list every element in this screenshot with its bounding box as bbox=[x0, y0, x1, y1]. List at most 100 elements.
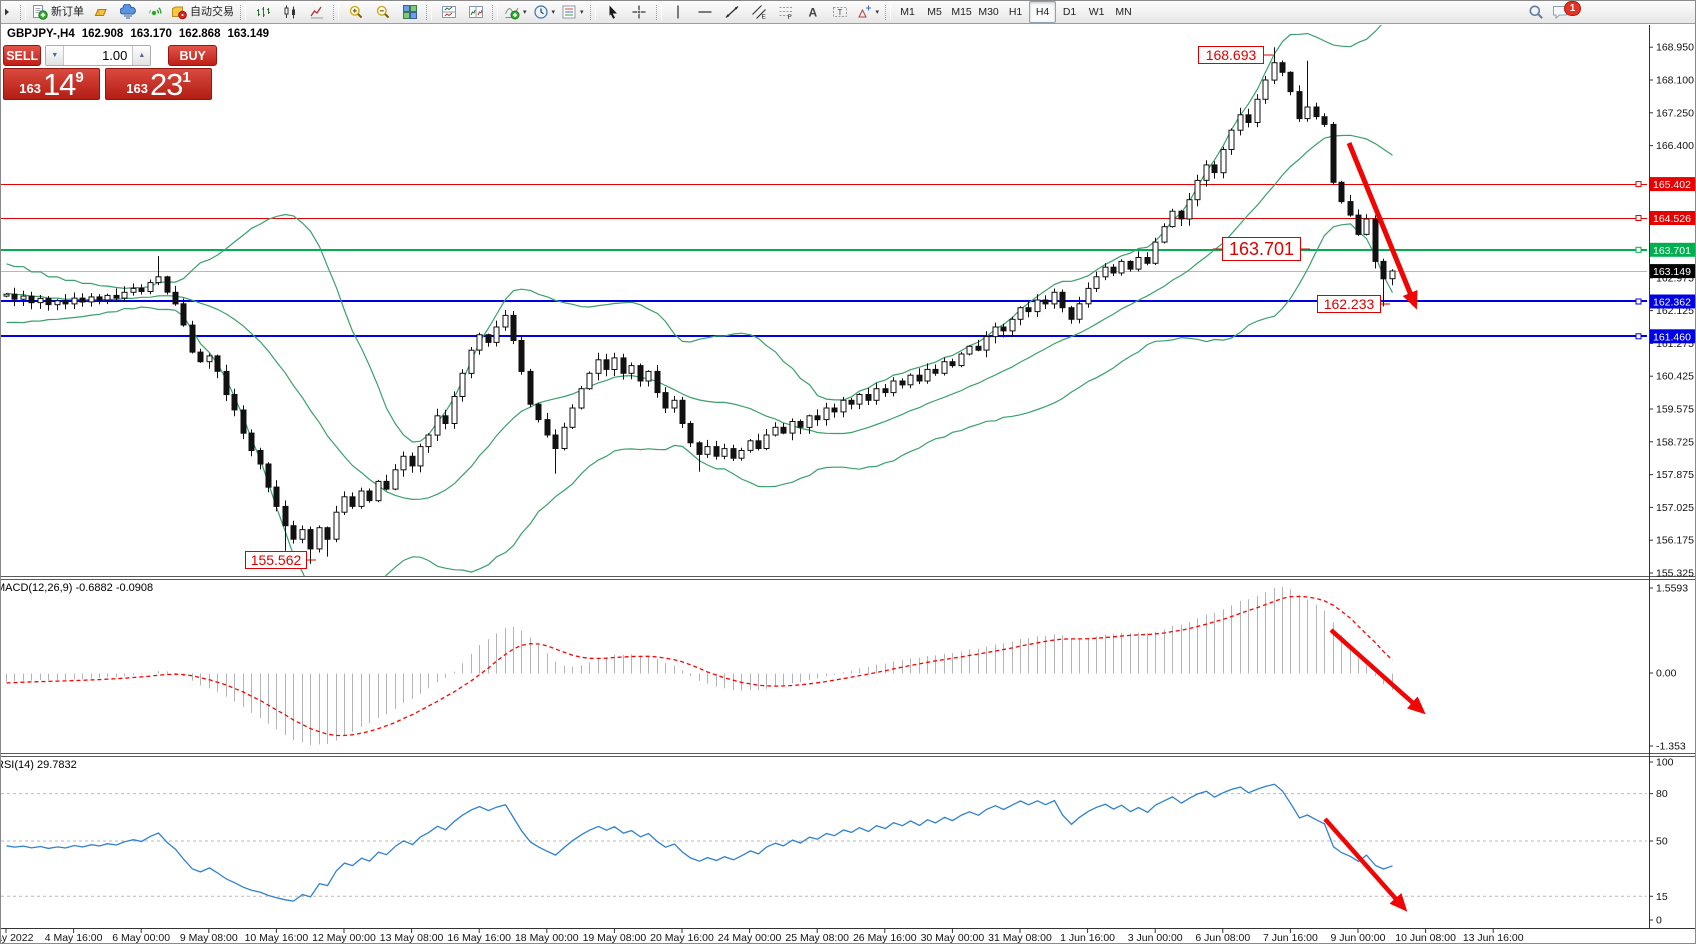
auto-arrange-button[interactable] bbox=[435, 1, 462, 23]
fibonacci-button[interactable]: F bbox=[773, 1, 800, 23]
candle-body bbox=[1355, 214, 1362, 235]
candle-body bbox=[1271, 62, 1278, 81]
tile-windows-button[interactable] bbox=[396, 1, 423, 23]
candle-body bbox=[130, 287, 137, 293]
bar-chart-button[interactable] bbox=[249, 1, 276, 23]
candle-body bbox=[1245, 114, 1252, 124]
toolbar-grip bbox=[492, 4, 498, 20]
candle-body bbox=[1059, 291, 1066, 309]
candle-body bbox=[333, 511, 340, 540]
tf-w1-button[interactable]: W1 bbox=[1088, 6, 1105, 18]
text-button[interactable]: A bbox=[800, 1, 827, 23]
candle-body bbox=[1330, 123, 1337, 183]
candle-body bbox=[696, 442, 703, 455]
volume-increase-button[interactable]: ▲ bbox=[133, 46, 151, 65]
indicators-button[interactable]: ▾ bbox=[501, 1, 530, 23]
candle-body bbox=[1042, 299, 1049, 305]
horizontal-line-button[interactable] bbox=[692, 1, 719, 23]
tf-d1-button[interactable]: D1 bbox=[1062, 6, 1077, 18]
volume-input[interactable]: 1.00 bbox=[63, 46, 134, 65]
candle-body bbox=[924, 368, 931, 382]
cursor-button[interactable] bbox=[599, 1, 626, 23]
auto-trading-button[interactable]: 自动交易 bbox=[168, 1, 237, 23]
vertical-line-button[interactable] bbox=[665, 1, 692, 23]
new-order-button[interactable]: 新订单 bbox=[29, 1, 87, 23]
candle-body bbox=[730, 448, 737, 459]
zoom-in-button[interactable] bbox=[342, 1, 369, 23]
candle-body bbox=[71, 297, 78, 305]
candle-body bbox=[806, 415, 813, 428]
clipped-button[interactable] bbox=[2, 1, 17, 23]
candle-body bbox=[341, 496, 348, 513]
candle-body bbox=[121, 291, 128, 299]
tf-h4-button[interactable]: H4 bbox=[1029, 1, 1057, 23]
line-endpoint-marker[interactable] bbox=[1635, 246, 1642, 253]
candle-body bbox=[3, 293, 10, 297]
trend-arrow[interactable] bbox=[1346, 142, 1418, 310]
templates-button[interactable]: ▾ bbox=[558, 1, 587, 23]
price-badge bbox=[1650, 177, 1695, 192]
notifications-button[interactable]: 1 bbox=[1549, 1, 1591, 23]
line-endpoint-marker[interactable] bbox=[1635, 181, 1642, 188]
tf-h1-button[interactable]: H1 bbox=[1008, 6, 1023, 18]
candle-body bbox=[392, 469, 399, 490]
text-icon: A bbox=[809, 6, 818, 20]
candle-body bbox=[1389, 270, 1396, 280]
candle-body bbox=[240, 409, 247, 434]
market-watch-button[interactable] bbox=[87, 1, 114, 23]
candle-body bbox=[1380, 260, 1387, 280]
data-window-button[interactable] bbox=[114, 1, 141, 23]
candle-body bbox=[113, 294, 120, 299]
time-axis: 3 May 2022 4 May 16:00 6 May 00:00 9 May 08… bbox=[1, 929, 1524, 944]
volume-decrease-button[interactable]: ▼ bbox=[46, 46, 64, 65]
candle-body bbox=[189, 324, 196, 353]
zoom-out-button[interactable] bbox=[369, 1, 396, 23]
cascade-button[interactable] bbox=[462, 1, 489, 23]
candle-body bbox=[755, 440, 762, 449]
quote-open: 162.908 bbox=[81, 28, 124, 40]
candle-body bbox=[290, 525, 297, 540]
toolbar-grip bbox=[885, 4, 892, 20]
tf-mn-button[interactable]: MN bbox=[1115, 6, 1132, 18]
tf-m1-button[interactable]: M1 bbox=[900, 6, 915, 18]
sell-button[interactable]: SELL bbox=[3, 45, 42, 66]
one-click-trading-widget: SELL ▼ 1.00 ▲ BUY 163 14 9 163 23 1 bbox=[3, 45, 217, 100]
crosshair-icon bbox=[632, 5, 646, 19]
time-tick: 6 May 00:00 bbox=[112, 932, 170, 944]
buy-price-panel[interactable]: 163 23 1 bbox=[105, 68, 212, 100]
candle-body bbox=[1220, 149, 1227, 174]
signals-button[interactable] bbox=[141, 1, 168, 23]
search-button[interactable] bbox=[1522, 1, 1549, 23]
tf-m5-button[interactable]: M5 bbox=[927, 6, 942, 18]
candle-body bbox=[1009, 318, 1016, 332]
trendline-button[interactable] bbox=[719, 1, 746, 23]
line-endpoint-marker[interactable] bbox=[1635, 333, 1642, 340]
trend-arrow[interactable] bbox=[1323, 817, 1408, 912]
buy-button[interactable]: BUY bbox=[168, 45, 217, 66]
crosshair-button[interactable] bbox=[626, 1, 653, 23]
line-endpoint-marker[interactable] bbox=[1635, 298, 1642, 305]
time-tick: 9 May 08:00 bbox=[180, 932, 238, 944]
trend-arrow[interactable] bbox=[1329, 628, 1426, 715]
tf-m30-button[interactable]: M30 bbox=[978, 6, 999, 18]
candle-body bbox=[544, 419, 551, 436]
time-tick: 3 May 2022 bbox=[1, 932, 34, 944]
tf-m15-button[interactable]: M15 bbox=[951, 6, 972, 18]
candle-body bbox=[265, 463, 272, 488]
periods-button[interactable]: ▾ bbox=[530, 1, 559, 23]
candle-body bbox=[1363, 218, 1370, 235]
candlestick-chart-button[interactable] bbox=[276, 1, 303, 23]
equidistant-channel-button[interactable]: E bbox=[746, 1, 773, 23]
line-endpoint-marker[interactable] bbox=[1635, 215, 1642, 221]
arrows-button[interactable]: ▾ bbox=[854, 1, 883, 23]
candle-body bbox=[155, 276, 162, 284]
line-chart-button[interactable] bbox=[303, 1, 330, 23]
text-label-button[interactable]: T bbox=[827, 1, 854, 23]
sell-price-panel[interactable]: 163 14 9 bbox=[3, 68, 100, 100]
candle-body bbox=[1347, 201, 1354, 216]
gold-icon bbox=[94, 9, 107, 16]
candle-body bbox=[349, 496, 356, 507]
candle-body bbox=[248, 432, 255, 452]
